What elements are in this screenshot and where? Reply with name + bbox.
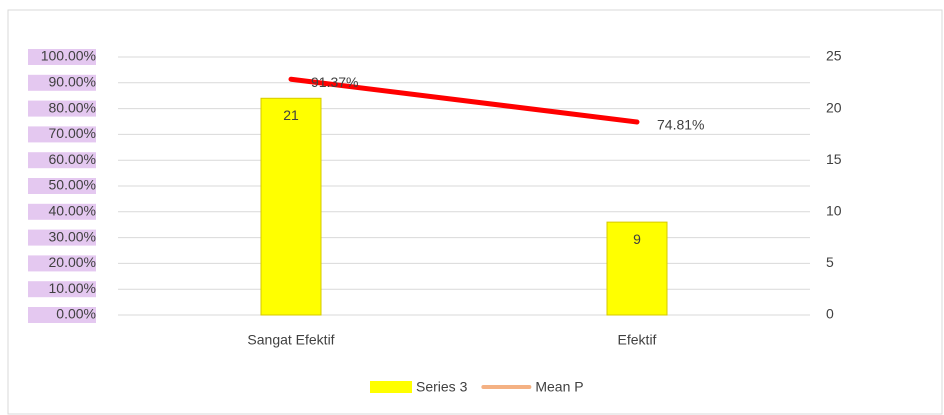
line: [288, 76, 640, 125]
y2-tick-label: 20: [826, 99, 842, 115]
y-tick-label: 80.00%: [49, 99, 96, 115]
y-tick-highlight: [28, 49, 96, 65]
y-tick-highlight: [28, 229, 96, 246]
y-tick-label: 20.00%: [49, 254, 96, 270]
x-tick-label: Efektif: [618, 332, 657, 348]
y-tick-highlight: [28, 203, 96, 220]
y-tick-label: 50.00%: [49, 177, 96, 193]
y-tick-label: 30.00%: [49, 228, 96, 244]
data-label: 21: [283, 107, 299, 123]
x-tick-label: Sangat Efektif: [247, 332, 334, 348]
y-tick-highlight: [28, 152, 96, 169]
y2-tick-label: 25: [826, 48, 842, 64]
y-tick-highlight: [28, 74, 96, 91]
y-tick-label: 70.00%: [49, 125, 96, 141]
y2-tick-label: 5: [826, 254, 834, 270]
y-tick-highlight: [28, 281, 96, 298]
y2-tick-label: 0: [826, 306, 834, 322]
y-tick-highlight: [28, 100, 96, 117]
data-label: 9: [633, 231, 641, 247]
y2-tick-label: 10: [826, 203, 842, 219]
y-tick-label: 90.00%: [49, 74, 96, 90]
data-label: 74.81%: [657, 117, 704, 133]
legend-label: Mean P: [535, 379, 583, 395]
y-tick-label: 0.00%: [56, 306, 96, 322]
y-tick-label: 40.00%: [49, 203, 96, 219]
bar: [260, 97, 322, 316]
y-tick-highlight: [28, 255, 96, 272]
legend-swatch: [370, 381, 412, 393]
y-tick-label: 100.00%: [41, 48, 96, 64]
y2-tick-label: 15: [826, 151, 842, 167]
bar: [606, 221, 668, 316]
y-tick-highlight: [28, 307, 96, 323]
data-label: 91.37%: [311, 74, 358, 90]
y-tick-label: 10.00%: [49, 280, 96, 296]
y-tick-highlight: [28, 126, 96, 143]
y-tick-highlight: [28, 178, 96, 194]
legend-label: Series 3: [416, 379, 468, 395]
y-tick-label: 60.00%: [49, 151, 96, 167]
